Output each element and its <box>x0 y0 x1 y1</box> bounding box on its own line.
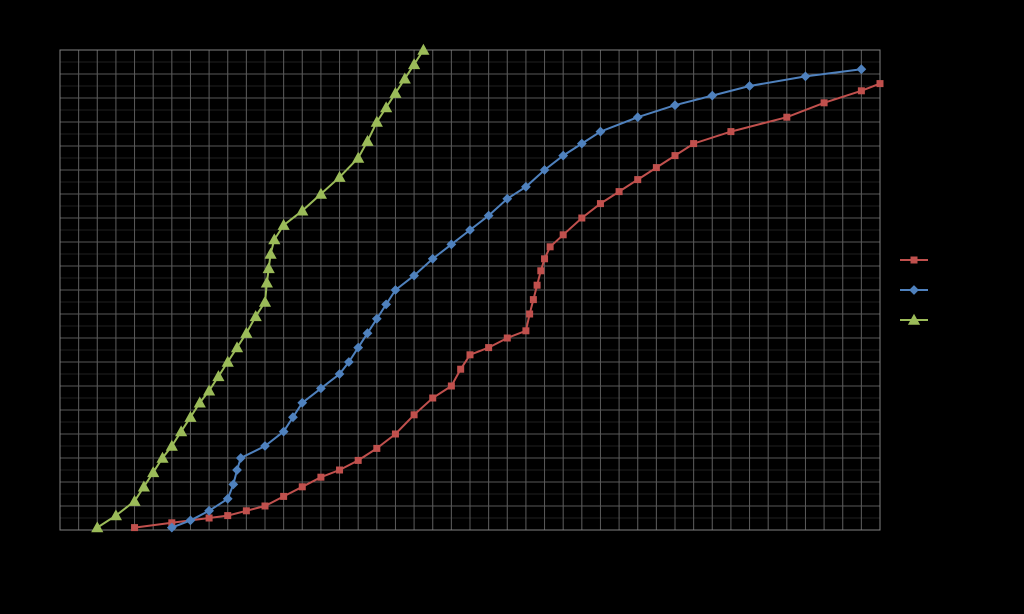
chart-svg <box>0 0 1024 614</box>
chart-stage <box>0 0 1024 614</box>
